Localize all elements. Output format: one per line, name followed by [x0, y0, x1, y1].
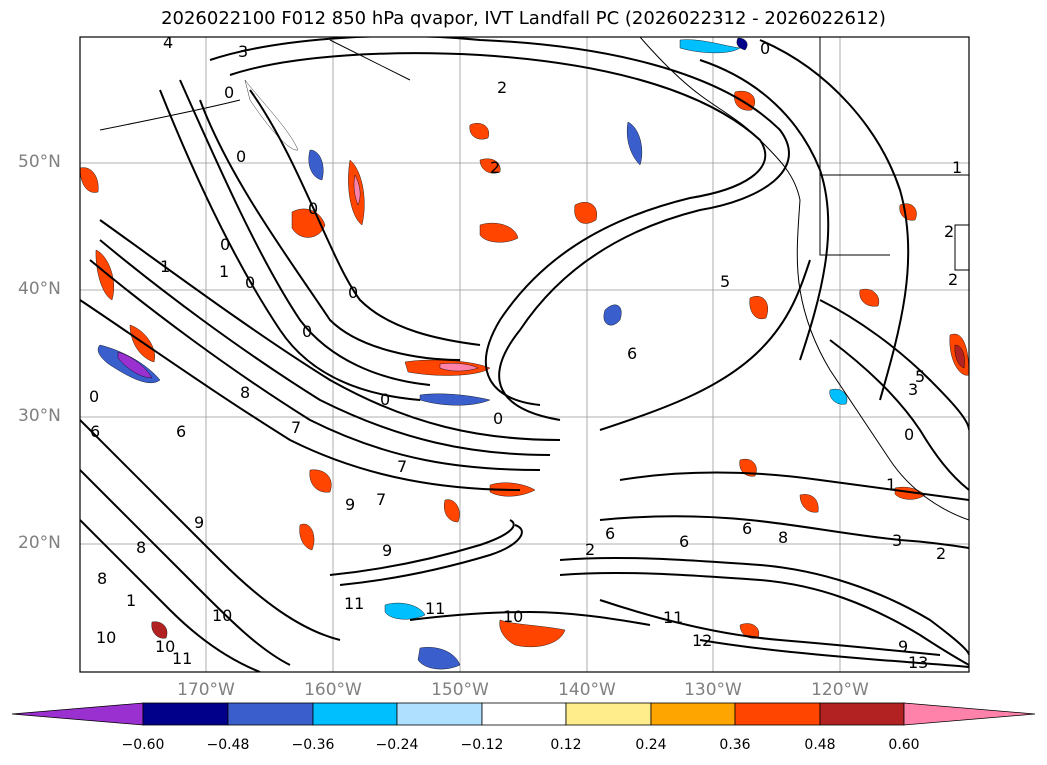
lon-label: 160°W: [304, 680, 362, 700]
contour-label: 9: [345, 495, 355, 514]
contour-label: 11: [344, 594, 364, 613]
contour-label: 6: [176, 422, 186, 441]
contour-label: 8: [136, 538, 146, 557]
colorbar-cell: [481, 702, 567, 726]
lat-label: 20°N: [18, 533, 61, 553]
contour-label: 0: [224, 83, 234, 102]
contour-label: 3: [908, 380, 918, 399]
colorbar-tick: 0.48: [804, 737, 836, 753]
contour-label: 9: [382, 541, 392, 560]
contour-label: 2: [948, 270, 958, 289]
contour-label: 2: [490, 158, 500, 177]
graticule: [80, 37, 969, 672]
contour-label: 10: [212, 606, 232, 625]
contour-label: 0: [380, 390, 390, 409]
contour-label: 2: [585, 540, 595, 559]
contour-label: 12: [692, 631, 712, 650]
contour-label: 2: [936, 544, 946, 563]
colorbar-cell: [819, 702, 905, 726]
contour-label: 6: [627, 344, 637, 363]
contour-labels: 4 3 0 2 0 0 0 0 2 0 1 0 2 0 1 2 1 0 0 5 …: [89, 33, 962, 672]
contour-label: 9: [898, 637, 908, 656]
contour-label: 13: [908, 653, 928, 672]
contour-label: 0: [89, 387, 99, 406]
contour-label: 7: [376, 490, 386, 509]
lat-label: 40°N: [18, 279, 61, 299]
contour-label: 0: [245, 273, 255, 292]
contour-label: 2: [944, 222, 954, 241]
contour-label: 3: [892, 531, 902, 550]
contour-label: 2: [497, 78, 507, 97]
lat-label: 50°N: [18, 152, 61, 172]
colorbar-cell: [650, 702, 736, 726]
contour-label: 0: [348, 283, 358, 302]
colorbar-extend-max: [903, 702, 1036, 726]
contour-label: 5: [720, 272, 730, 291]
colorbar-tick: 0.36: [719, 737, 751, 753]
contour-label: 7: [397, 457, 407, 476]
lon-label: 140°W: [558, 680, 616, 700]
contour-label: 10: [155, 637, 175, 656]
contour-label: 6: [605, 524, 615, 543]
colorbar-tick: −0.48: [206, 737, 250, 753]
colorbar: [11, 702, 1036, 726]
colorbar-cell: [396, 702, 483, 726]
lat-label: 30°N: [18, 406, 61, 426]
contour-label: 0: [308, 199, 318, 218]
colorbar-cell: [565, 702, 652, 726]
contour-label: 8: [778, 528, 788, 547]
contour-label: 1: [886, 475, 896, 494]
lon-label: 150°W: [431, 680, 489, 700]
map-frame: [79, 36, 970, 673]
contour-label: 0: [493, 409, 503, 428]
map-title: 2026022100 F012 850 hPa qvapor, IVT Land…: [161, 8, 886, 29]
colorbar-tick: −0.60: [121, 737, 165, 753]
lon-label: 130°W: [684, 680, 742, 700]
contour-label: 6: [742, 519, 752, 538]
contour-label: 8: [240, 383, 250, 402]
colorbar-extend-min: [11, 702, 144, 726]
contour-label: 1: [219, 262, 229, 281]
map-frame-bg: [80, 37, 969, 672]
contour-label: 3: [238, 42, 248, 61]
contour-label: 0: [220, 235, 230, 254]
ivt-contours: [80, 37, 969, 672]
colorbar-tick: −0.36: [291, 737, 335, 753]
colorbar-tick: −0.12: [460, 737, 504, 753]
contour-label: 0: [236, 147, 246, 166]
colorbar-tick: 0.24: [635, 737, 667, 753]
contour-label: 1: [126, 591, 136, 610]
contour-label: 8: [97, 569, 107, 588]
colorbar-tick: 0.12: [550, 737, 582, 753]
contour-label: 11: [425, 599, 445, 618]
lon-label: 170°W: [177, 680, 235, 700]
colorbar-cell: [142, 702, 229, 726]
contour-label: 9: [194, 513, 204, 532]
colorbar-cell: [312, 702, 398, 726]
contour-label: 6: [90, 422, 100, 441]
contour-label: 0: [302, 322, 312, 341]
colorbar-cell: [227, 702, 314, 726]
coastlines: [99, 37, 969, 521]
contour-label: 11: [172, 649, 192, 668]
contour-label: 7: [291, 418, 301, 437]
contour-label: 4: [163, 33, 173, 52]
contour-label: 1: [160, 257, 170, 276]
lon-label: 120°W: [811, 680, 869, 700]
contour-label: 6: [679, 532, 689, 551]
colorbar-cell: [734, 702, 821, 726]
contour-label: 0: [904, 425, 914, 444]
contour-label: 0: [760, 39, 770, 58]
contour-label: 5: [915, 367, 925, 386]
contour-label: 10: [96, 628, 116, 647]
contour-label: 1: [952, 158, 962, 177]
colorbar-tick: −0.24: [375, 737, 419, 753]
contour-label: 11: [663, 608, 683, 627]
contour-label: 10: [503, 607, 523, 626]
colorbar-tick: 0.60: [888, 737, 920, 753]
